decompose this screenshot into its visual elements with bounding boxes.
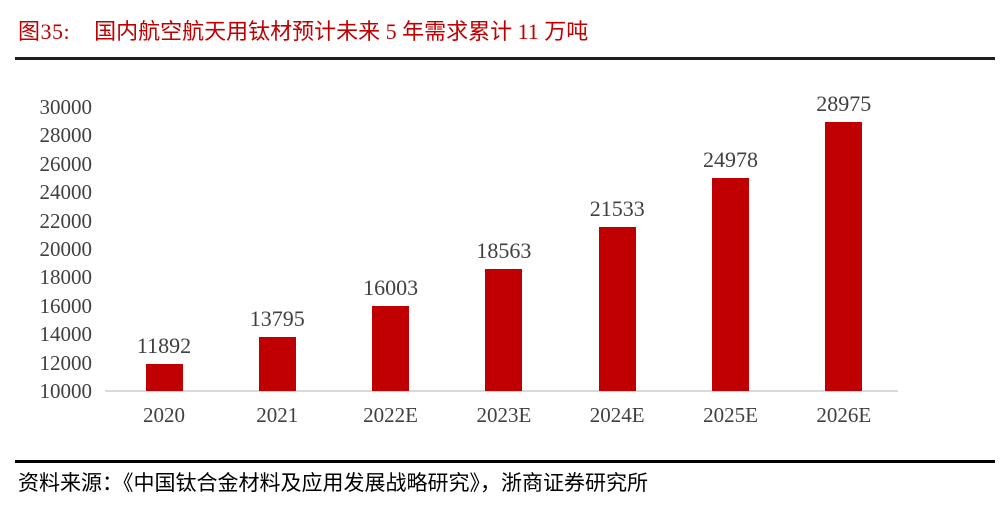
y-tick-label: 12000 — [39, 350, 93, 375]
y-tick-label: 26000 — [39, 151, 93, 176]
bar-value-label: 11892 — [136, 333, 192, 359]
figure-number-label: 图35: — [18, 19, 71, 44]
bar — [485, 269, 523, 391]
y-tick-label: 14000 — [39, 322, 93, 347]
x-tick-label: 2025E — [703, 403, 758, 427]
x-tick-label: 2024E — [589, 403, 645, 427]
bar — [825, 121, 863, 391]
figure-title-text: 国内航空航天用钛材预计未来 5 年需求累计 11 万吨 — [94, 19, 589, 44]
title-divider-line — [15, 57, 995, 60]
bar — [372, 305, 410, 391]
x-tick-label: 2022E — [363, 403, 418, 427]
y-tick-label: 24000 — [39, 180, 93, 205]
figure-title: 图35: 国内航空航天用钛材预计未来 5 年需求累计 11 万吨 — [18, 18, 588, 46]
x-tick-label: 2021 — [256, 403, 299, 427]
y-tick-label: 18000 — [39, 265, 93, 290]
y-tick-label: 22000 — [39, 208, 93, 233]
x-axis-line — [105, 390, 898, 392]
source-divider-line — [15, 460, 995, 463]
y-tick-label: 30000 — [39, 95, 93, 119]
bar-value-label: 16003 — [363, 274, 419, 300]
x-tick-label: 2026E — [816, 403, 872, 427]
bar-value-label: 28975 — [816, 90, 872, 116]
x-tick-label: 2020 — [143, 403, 185, 427]
y-tick-label: 10000 — [39, 379, 93, 403]
y-tick-label: 16000 — [39, 293, 93, 318]
bar — [258, 337, 296, 391]
bar — [145, 364, 183, 391]
source-text: 资料来源：《中国钛合金材料及应用发展战略研究》，浙商证券研究所 — [18, 471, 648, 495]
bar-value-label: 13795 — [249, 306, 305, 332]
x-tick-label: 2023E — [476, 403, 532, 427]
y-tick-label: 20000 — [39, 237, 93, 261]
bar-value-label: 21533 — [589, 196, 645, 222]
bar — [598, 227, 636, 391]
y-tick-label: 28000 — [39, 123, 93, 148]
bar-value-label: 18563 — [476, 238, 532, 264]
bar-value-label: 24978 — [703, 147, 758, 173]
bar — [712, 178, 749, 391]
